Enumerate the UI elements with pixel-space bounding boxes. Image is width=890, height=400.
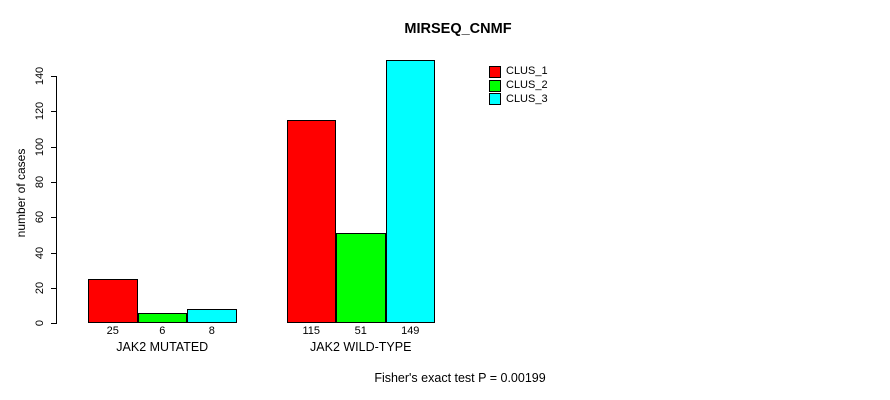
y-tick-label: 100 (34, 137, 46, 156)
y-tick-label: 40 (34, 246, 46, 259)
y-tick-mark (51, 111, 57, 113)
y-tick-mark (51, 217, 57, 219)
y-tick-label: 0 (34, 320, 46, 327)
y-axis-label: number of cases (14, 148, 28, 238)
y-axis-line (56, 76, 57, 323)
bar-clus_2-1 (137, 312, 187, 324)
legend-label: CLUS_3 (506, 92, 548, 105)
chart-title: MIRSEQ_CNMF (404, 21, 512, 37)
bar-value-label: 51 (354, 325, 367, 337)
bar-clus_1-1 (88, 279, 138, 324)
y-tick-label: 120 (34, 102, 46, 121)
y-tick-label: 140 (34, 66, 46, 86)
y-tick-mark (51, 287, 57, 289)
bar-clus_3-2 (385, 60, 435, 324)
y-tick-mark (51, 146, 57, 148)
annotation-text: Fisher's exact test P = 0.00199 (374, 371, 546, 385)
bar-value-label: 8 (208, 325, 215, 337)
legend-swatch-clus-2 (489, 79, 501, 92)
bar-clus_2-2 (336, 233, 386, 324)
bar-value-label: 149 (401, 325, 420, 337)
legend-entry: CLUS_1 (489, 65, 548, 79)
bar-value-label: 6 (159, 325, 166, 337)
x-category-label: JAK2 WILD-TYPE (310, 340, 412, 354)
bar-value-label: 25 (106, 325, 119, 337)
y-tick-mark (51, 76, 57, 78)
y-tick-mark (51, 182, 57, 184)
legend-label: CLUS_2 (506, 79, 548, 92)
y-tick-mark (51, 252, 57, 254)
bar-clus_1-2 (286, 120, 336, 324)
x-category-label: JAK2 MUTATED (116, 340, 209, 354)
legend-swatch-clus-3 (489, 93, 501, 106)
legend-label: CLUS_1 (506, 65, 548, 78)
legend-entry: CLUS_2 (489, 79, 548, 93)
legend-entry: CLUS_3 (489, 93, 548, 107)
y-tick-label: 60 (34, 211, 46, 224)
bar-clus_3-1 (187, 309, 237, 324)
legend-swatch-clus-1 (489, 65, 501, 78)
y-tick-mark (51, 323, 57, 325)
legend: CLUS_1 CLUS_2 CLUS_3 (489, 65, 548, 106)
y-tick-label: 80 (34, 175, 46, 189)
bar-value-label: 115 (302, 325, 321, 337)
y-tick-label: 20 (34, 281, 46, 295)
